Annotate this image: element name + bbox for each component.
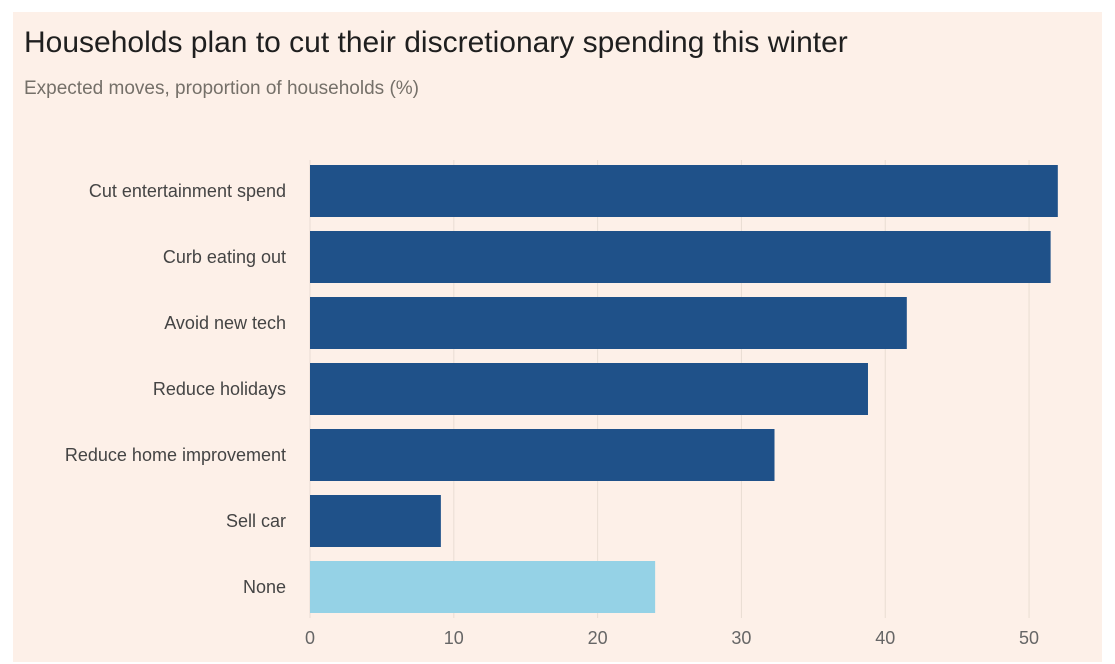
category-label-reduce-holidays: Reduce holidays <box>153 379 286 399</box>
chart-panel: Households plan to cut their discretiona… <box>13 12 1102 662</box>
category-label-curb-eating-out: Curb eating out <box>163 247 286 267</box>
category-label-avoid-new-tech: Avoid new tech <box>164 313 286 333</box>
x-axis-ticks: 0 10 20 30 40 50 <box>305 628 1039 648</box>
category-label-reduce-home-improvement: Reduce home improvement <box>65 445 286 465</box>
category-labels: Cut entertainment spend Curb eating out Av… <box>65 181 286 597</box>
x-tick-label-10: 10 <box>444 628 464 648</box>
x-tick-label-20: 20 <box>588 628 608 648</box>
category-label-cut-entertainment-spend: Cut entertainment spend <box>89 181 286 201</box>
bar-reduce-holidays <box>310 363 868 415</box>
chart-title: Households plan to cut their discretiona… <box>24 26 848 59</box>
bar-avoid-new-tech <box>310 297 907 349</box>
bar-curb-eating-out <box>310 231 1051 283</box>
bar-reduce-home-improvement <box>310 429 775 481</box>
bar-sell-car <box>310 495 441 547</box>
bar-cut-entertainment-spend <box>310 165 1058 217</box>
x-tick-label-40: 40 <box>875 628 895 648</box>
x-tick-label-0: 0 <box>305 628 315 648</box>
bars <box>310 165 1058 613</box>
bar-none <box>310 561 656 613</box>
chart-subtitle: Expected moves, proportion of households… <box>24 78 419 99</box>
category-label-sell-car: Sell car <box>226 511 286 531</box>
x-tick-label-50: 50 <box>1019 628 1039 648</box>
category-label-none: None <box>243 577 286 597</box>
x-tick-label-30: 30 <box>731 628 751 648</box>
bar-chart: Cut entertainment spend Curb eating out Av… <box>65 160 1058 648</box>
